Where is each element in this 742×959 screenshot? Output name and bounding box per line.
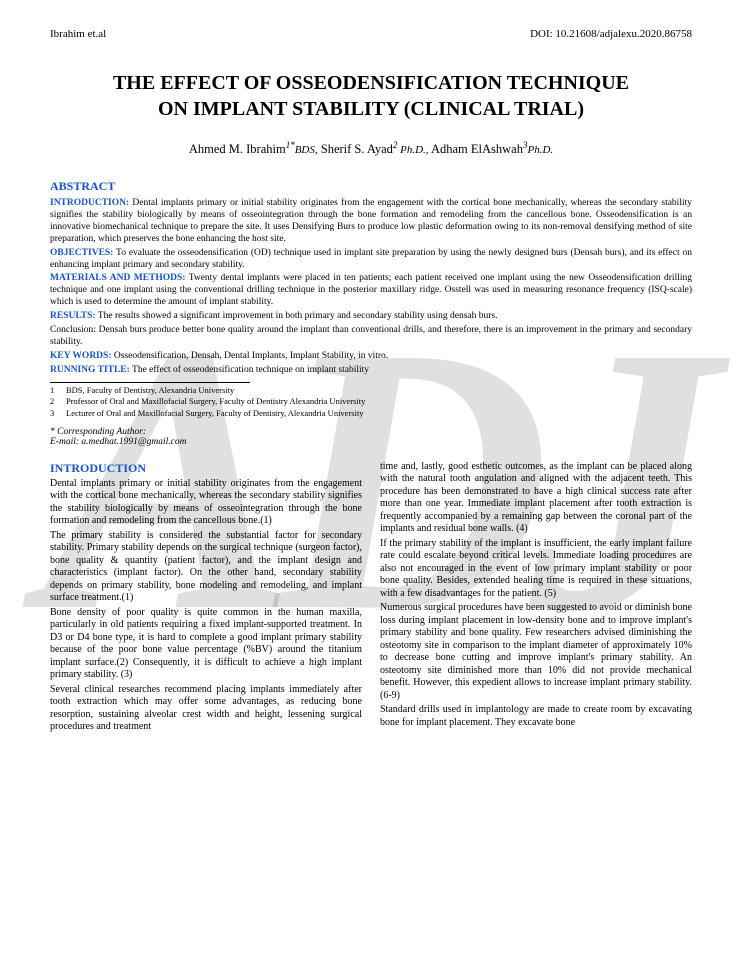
header-left: Ibrahim et.al [50,28,106,40]
paper-title: THE EFFECT OF OSSEODENSIFICATION TECHNIQ… [50,70,692,122]
author-1: Ahmed M. Ibrahim [189,142,286,156]
running-title-label: RUNNING TITLE: [50,365,130,375]
affiliation-divider [50,382,250,383]
para: Bone density of poor quality is quite co… [50,607,362,682]
column-left: INTRODUCTION Dental implants primary or … [50,461,362,736]
para: Standard drills used in implantology are… [380,704,692,729]
conclusion-text: Conclusion: Densah burs produce better b… [50,325,692,347]
author-3: Adham ElAshwah [431,142,523,156]
para: time and, lastly, good esthetic outcomes… [380,461,692,536]
corresponding-author: * Corresponding Author: E-mail: a.medhat… [50,427,692,447]
para: Dental implants primary or initial stabi… [50,478,362,528]
affiliation-3: 3Lecturer of Oral and Maxillofacial Surg… [50,408,692,419]
abstract-heading: ABSTRACT [50,179,692,194]
author-2: Sherif S. Ayad [321,142,393,156]
affiliation-1: 1BDS, Faculty of Dentistry, Alexandria U… [50,385,692,396]
keywords-label: KEY WORDS: [50,351,112,361]
materials-label: MATERIALS AND METHODS: [50,273,185,283]
para: Several clinical researches recommend pl… [50,684,362,734]
affiliations: 1BDS, Faculty of Dentistry, Alexandria U… [50,385,692,418]
para: If the primary stability of the implant … [380,538,692,601]
introduction-heading: INTRODUCTION [50,461,362,476]
affiliation-2: 2Professor of Oral and Maxillofacial Sur… [50,396,692,407]
para: Numerous surgical procedures have been s… [380,602,692,702]
authors-line: Ahmed M. Ibrahim1*BDS, Sherif S. Ayad2 P… [50,140,692,157]
page-header: Ibrahim et.al DOI: 10.21608/adjalexu.202… [50,28,692,40]
para: The primary stability is considered the … [50,530,362,605]
column-right: time and, lastly, good esthetic outcomes… [380,461,692,736]
header-right: DOI: 10.21608/adjalexu.2020.86758 [530,28,692,40]
abstract-body: INTRODUCTION: Dental implants primary or… [50,198,692,376]
results-label: RESULTS: [50,311,96,321]
objectives-label: OBJECTIVES: [50,248,113,258]
intro-label: INTRODUCTION: [50,198,129,208]
body-columns: INTRODUCTION Dental implants primary or … [50,461,692,736]
